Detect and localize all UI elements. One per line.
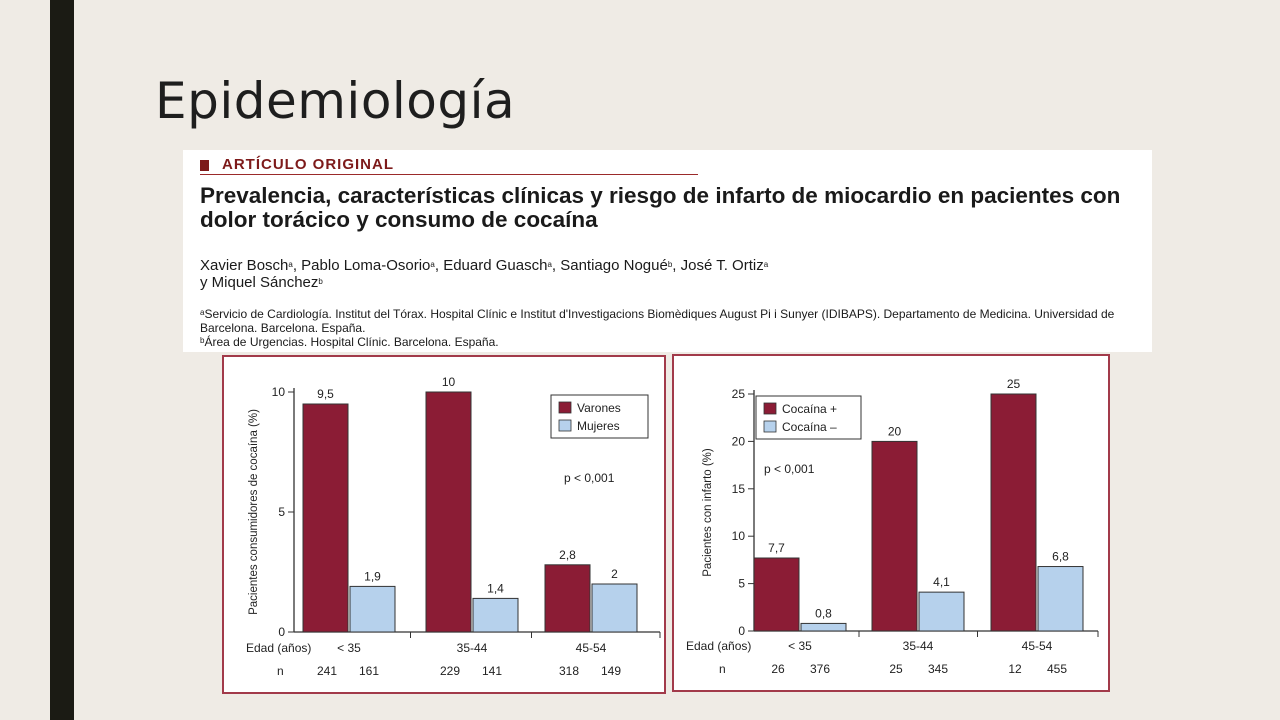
x-axis-label: Edad (años) [686, 639, 751, 653]
bar [425, 391, 472, 633]
n-value: 149 [601, 664, 621, 678]
bar [871, 440, 918, 632]
author: Eduard Guascha [443, 257, 552, 274]
bar-value-label: 6,8 [1052, 550, 1069, 564]
article-label-rule [200, 174, 698, 175]
bar [753, 557, 800, 632]
bar [990, 393, 1037, 632]
slide-title: Epidemiología [155, 72, 516, 130]
n-label: n [719, 662, 726, 676]
legend-swatch [763, 420, 777, 433]
y-axis-label: Pacientes con infarto (%) [702, 448, 714, 577]
legend-swatch [558, 401, 572, 414]
n-label: n [277, 664, 284, 678]
bar [302, 403, 349, 633]
n-value: 345 [928, 662, 948, 676]
n-value: 376 [810, 662, 830, 676]
x-tick-label: 45-54 [1022, 639, 1053, 653]
p-value-annotation: p < 0,001 [764, 462, 815, 476]
bar-value-label: 1,9 [364, 569, 381, 583]
bar-value-label: 2 [611, 567, 618, 581]
bar-value-label: 20 [888, 424, 902, 438]
bar [918, 591, 965, 632]
left-accent-bar [50, 0, 74, 720]
y-tick-label: 25 [732, 387, 746, 401]
article-label: ARTÍCULO ORIGINAL [222, 156, 394, 173]
author: Pablo Loma-Osorioa [301, 257, 435, 274]
chart-infarction-by-age: 0 5 10 15 20 25 Pacientes con infarto (%) 7,7 0,… [672, 354, 1110, 692]
bar-value-label: 10 [442, 375, 456, 389]
legend-label: Cocaína + [782, 402, 837, 416]
y-tick-label: 5 [738, 577, 745, 591]
bar [1037, 566, 1084, 632]
x-tick-label: 35-44 [457, 641, 488, 655]
n-value: 241 [317, 664, 337, 678]
n-value: 26 [771, 662, 785, 676]
n-value: 141 [482, 664, 502, 678]
y-tick-label: 10 [272, 385, 286, 399]
legend-label: Mujeres [577, 419, 620, 433]
n-value: 12 [1008, 662, 1022, 676]
x-tick-label: 35-44 [903, 639, 934, 653]
n-value: 229 [440, 664, 460, 678]
bar-value-label: 4,1 [933, 575, 950, 589]
bar-value-label: 0,8 [815, 606, 832, 620]
n-value: 318 [559, 664, 579, 678]
article-title: Prevalencia, características clínicas y … [200, 183, 1121, 232]
bar [591, 583, 638, 633]
article-affiliations: aServicio de Cardiología. Institut del T… [200, 307, 1140, 349]
bar-value-label: 2,8 [559, 548, 576, 562]
bar [472, 597, 519, 633]
y-tick-label: 0 [278, 625, 285, 639]
chart-cocaine-users-by-age: 0 5 10 Pacientes consumidores de cocaína (%… [222, 355, 666, 694]
bar [544, 564, 591, 633]
n-value: 455 [1047, 662, 1067, 676]
bar [800, 622, 847, 632]
author: José T. Ortiza [680, 257, 769, 274]
bar-value-label: 7,7 [768, 541, 785, 555]
y-tick-label: 5 [278, 505, 285, 519]
x-tick-label: < 35 [788, 639, 812, 653]
author: Xavier Boscha [200, 257, 293, 274]
n-value: 25 [889, 662, 903, 676]
bar-value-label: 25 [1007, 377, 1021, 391]
article-label-marker [200, 160, 209, 171]
article-header-panel [183, 150, 1152, 352]
article-authors: Xavier Boscha, Pablo Loma-Osorioa, Eduar… [200, 257, 769, 291]
legend-swatch [558, 419, 572, 432]
y-tick-label: 20 [732, 434, 746, 448]
y-axis-label: Pacientes consumidores de cocaína (%) [248, 409, 260, 615]
legend-swatch [763, 402, 777, 415]
bar-value-label: 9,5 [317, 387, 334, 401]
author: Santiago Noguéb [560, 257, 673, 274]
n-value: 161 [359, 664, 379, 678]
legend-label: Cocaína – [782, 420, 837, 434]
affiliation-a: aServicio de Cardiología. Institut del T… [200, 307, 1115, 335]
legend-label: Varones [577, 401, 621, 415]
affiliation-b: bÁrea de Urgencias. Hospital Clínic. Bar… [200, 335, 499, 349]
bar [349, 585, 396, 633]
p-value-annotation: p < 0,001 [564, 471, 615, 485]
y-tick-label: 10 [732, 529, 746, 543]
y-tick-label: 0 [738, 624, 745, 638]
x-axis-label: Edad (años) [246, 641, 311, 655]
y-tick-label: 15 [732, 482, 746, 496]
author: Miquel Sánchezb [211, 274, 323, 291]
x-tick-label: 45-54 [576, 641, 607, 655]
x-tick-label: < 35 [337, 641, 361, 655]
bar-value-label: 1,4 [487, 581, 504, 595]
